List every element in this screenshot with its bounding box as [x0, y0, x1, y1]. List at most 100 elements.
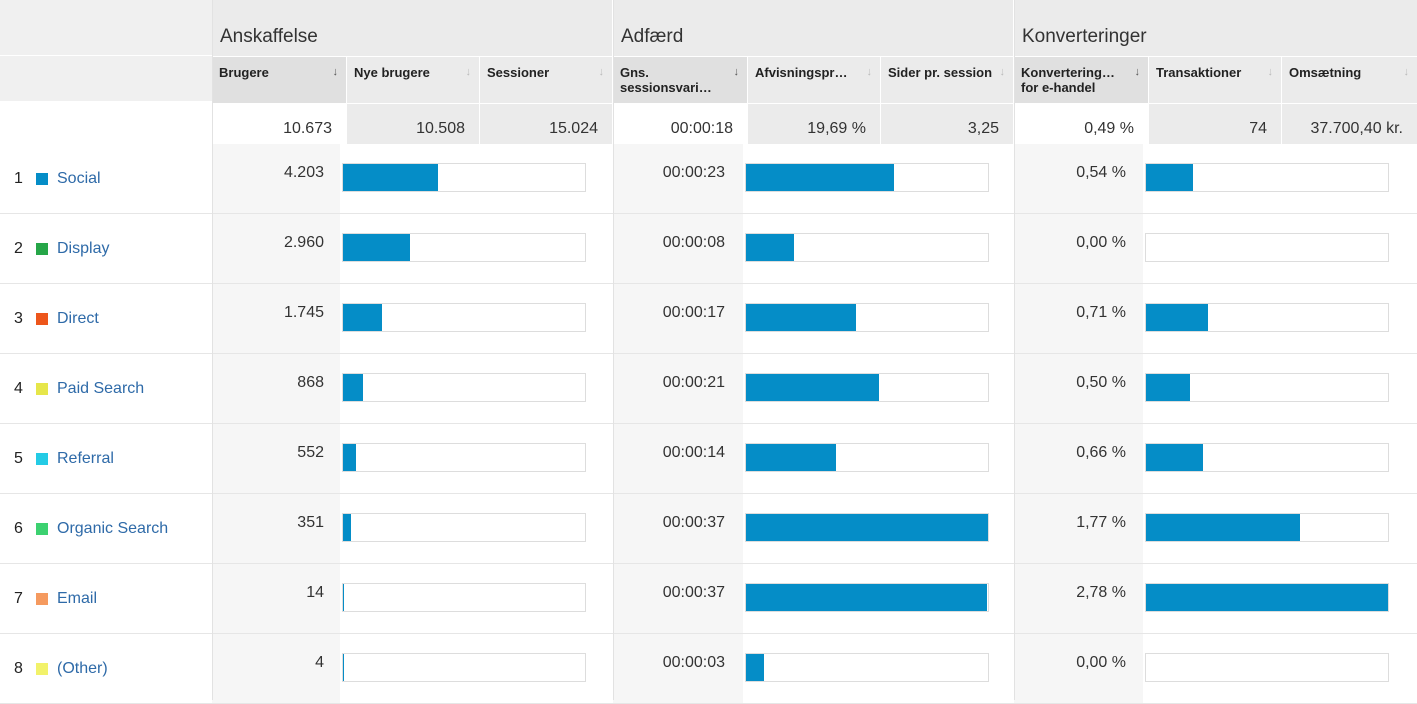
ecom-conv-bar-track — [1145, 583, 1389, 612]
group-divider — [1014, 0, 1015, 700]
dimension-column-header — [0, 55, 212, 101]
cell-background — [212, 634, 342, 704]
channel-color-swatch — [36, 662, 48, 675]
ecom-conv-value: 0,71 % — [1076, 304, 1126, 321]
users-value: 552 — [297, 444, 324, 461]
sort-icon[interactable]: ↓ — [1134, 66, 1141, 78]
channel-color-swatch — [36, 382, 48, 395]
total-revenue: 37.700,40 kr. — [1282, 104, 1417, 144]
sort-icon[interactable]: ↓ — [598, 66, 605, 78]
channel-link[interactable]: (Other) — [57, 659, 108, 677]
col-header-users[interactable]: Brugere ↓ — [212, 57, 346, 103]
ecom-conv-bar-track — [1145, 233, 1389, 262]
cell-background — [212, 354, 342, 424]
avg-session-bar-track — [745, 373, 989, 402]
ecom-conv-bar-fill — [1146, 164, 1193, 191]
row-number: 5 — [14, 449, 23, 467]
users-bar-track — [342, 583, 586, 612]
channel-color-swatch — [36, 522, 48, 535]
channel-link[interactable]: Email — [57, 589, 98, 607]
avg-session-bar-fill — [746, 444, 836, 471]
users-bar-track — [342, 513, 586, 542]
sort-icon[interactable]: ↓ — [999, 66, 1006, 78]
row-divider — [0, 353, 1417, 354]
cell-background — [1014, 284, 1144, 354]
table-row: 6 Organic Search — [0, 494, 212, 564]
col-header-new-users[interactable]: Nye brugere ↓ — [347, 57, 479, 103]
col-header-avg-session[interactable]: Gns. sessionsvari… ↓ — [613, 57, 747, 103]
avg-session-bar-fill — [746, 514, 988, 541]
channel-link[interactable]: Referral — [57, 449, 114, 467]
users-value: 2.960 — [283, 234, 324, 251]
sort-icon[interactable]: ↓ — [1267, 66, 1274, 78]
ecom-conv-bar-track — [1145, 303, 1389, 332]
table-row: 8 (Other) — [0, 634, 212, 704]
avg-session-bar-track — [745, 163, 989, 192]
users-bar-fill — [343, 584, 344, 611]
avg-session-value: 00:00:37 — [662, 514, 725, 531]
col-header-revenue[interactable]: Omsætning ↓ — [1282, 57, 1417, 103]
total-transactions: 74 — [1149, 104, 1281, 144]
dimension-group-header — [0, 0, 212, 55]
sort-icon[interactable]: ↓ — [866, 66, 873, 78]
users-value: 4.203 — [283, 164, 324, 181]
total-users: 10.673 — [212, 104, 346, 144]
ecom-conv-value: 0,00 % — [1076, 234, 1126, 251]
group-divider — [212, 0, 213, 700]
channel-link[interactable]: Display — [57, 239, 110, 257]
cell-background — [613, 144, 743, 214]
col-header-transactions[interactable]: Transaktioner ↓ — [1149, 57, 1281, 103]
users-bar-track — [342, 373, 586, 402]
cell-background — [212, 284, 342, 354]
avg-session-bar-track — [745, 513, 989, 542]
channel-link[interactable]: Direct — [57, 309, 99, 327]
ecom-conv-bar-track — [1145, 653, 1389, 682]
total-new-users: 10.508 — [347, 104, 479, 144]
avg-session-bar-fill — [746, 654, 765, 681]
group-conversions: Konverteringer — [1014, 0, 1417, 56]
ecom-conv-bar-fill — [1146, 304, 1208, 331]
cell-background — [1014, 144, 1144, 214]
users-value: 1.745 — [283, 304, 324, 321]
ecom-conv-bar-track — [1145, 163, 1389, 192]
cell-background — [1014, 354, 1144, 424]
table-row: 2 Display — [0, 214, 212, 284]
sort-icon[interactable]: ↓ — [465, 66, 472, 78]
avg-session-bar-fill — [746, 374, 880, 401]
row-divider — [0, 633, 1417, 634]
users-bar-fill — [343, 654, 344, 681]
total-avg-session: 00:00:18 — [613, 104, 747, 144]
col-header-sessions[interactable]: Sessioner ↓ — [480, 57, 612, 103]
sort-desc-icon[interactable]: ↓ — [332, 66, 339, 78]
sort-icon[interactable]: ↓ — [733, 66, 740, 78]
channel-link[interactable]: Paid Search — [57, 379, 145, 397]
col-header-ecom-conv[interactable]: Konvertering… for e-handel ↓ — [1014, 57, 1148, 103]
row-divider — [0, 423, 1417, 424]
cell-background — [1014, 564, 1144, 634]
row-number: 6 — [14, 519, 23, 537]
channel-link[interactable]: Organic Search — [57, 519, 169, 537]
ecom-conv-value: 0,50 % — [1076, 374, 1126, 391]
channel-link[interactable]: Social — [57, 169, 101, 187]
table-row: 1 Social — [0, 144, 212, 214]
avg-session-bar-fill — [746, 304, 857, 331]
table-row: 3 Direct — [0, 284, 212, 354]
table-row: 7 Email — [0, 564, 212, 634]
cell-background — [613, 634, 743, 704]
cell-background — [613, 564, 743, 634]
col-header-bounce[interactable]: Afvisningspr… ↓ — [748, 57, 880, 103]
avg-session-bar-track — [745, 303, 989, 332]
avg-session-value: 00:00:23 — [662, 164, 725, 181]
sort-icon[interactable]: ↓ — [1403, 66, 1410, 78]
channel-color-swatch — [36, 242, 48, 255]
row-number: 8 — [14, 659, 23, 677]
avg-session-bar-fill — [746, 584, 987, 611]
col-header-pages-per-session[interactable]: Sider pr. session ↓ — [881, 57, 1013, 103]
row-divider — [0, 213, 1417, 214]
users-bar-fill — [343, 234, 411, 261]
channel-color-swatch — [36, 592, 48, 605]
total-ecom-conv: 0,49 % — [1014, 104, 1148, 144]
users-bar-track — [342, 443, 586, 472]
cell-background — [1014, 494, 1144, 564]
cell-background — [613, 284, 743, 354]
